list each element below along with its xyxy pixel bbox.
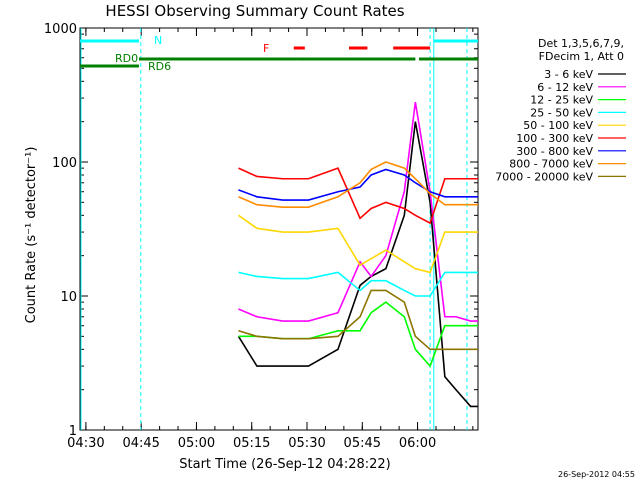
state-label-f: F bbox=[263, 42, 269, 55]
x-tick-label: 05:30 bbox=[288, 436, 325, 451]
y-tick-label: 10 bbox=[60, 290, 77, 305]
legend-label-0: 3 - 6 keV bbox=[544, 68, 593, 81]
series-line-1 bbox=[238, 101, 478, 322]
legend-label-2: 12 - 25 keV bbox=[530, 94, 593, 107]
legend-label-1: 6 - 12 keV bbox=[537, 81, 593, 94]
x-tick-label: 05:15 bbox=[233, 436, 270, 451]
series-line-5 bbox=[238, 167, 478, 225]
state-label-rd6: RD6 bbox=[148, 60, 171, 73]
legend-header-2: FDecim 1, Att 0 bbox=[539, 50, 624, 63]
legend-header-1: Det 1,3,5,6,7,9, bbox=[538, 37, 624, 50]
series-line-0 bbox=[237, 121, 478, 408]
plot-frame bbox=[79, 27, 479, 431]
state-label-n: N bbox=[154, 34, 162, 47]
x-tick-label: 05:00 bbox=[178, 436, 215, 451]
plot-layer: 1 10 100 1000 04:30 04:45 05:00 05:15 05:30 05:45… bbox=[44, 22, 626, 451]
legend-label-6: 300 - 800 keV bbox=[516, 145, 593, 158]
series-line-4 bbox=[238, 214, 478, 274]
y-tick-label: 1000 bbox=[44, 22, 77, 37]
y-tick-label: 100 bbox=[52, 156, 77, 171]
legend-label-3: 25 - 50 keV bbox=[530, 106, 593, 119]
state-label-rd0: RD0 bbox=[115, 52, 138, 65]
series-line-3 bbox=[238, 271, 478, 297]
y-axis-label: Count Rate (s⁻¹ detector⁻¹) bbox=[24, 147, 39, 324]
x-tick-label: 05:45 bbox=[344, 436, 381, 451]
chart-title: HESSI Observing Summary Count Rates bbox=[105, 2, 404, 20]
y-tick-label: 1 bbox=[69, 424, 77, 439]
x-tick-label: 04:30 bbox=[67, 436, 104, 451]
footer-date: 26-Sep-2012 04:55 bbox=[558, 470, 635, 479]
legend-label-7: 800 - 7000 keV bbox=[509, 158, 593, 171]
x-tick-label: 06:00 bbox=[399, 436, 436, 451]
series-line-6 bbox=[238, 168, 478, 201]
series-line-7 bbox=[238, 161, 478, 208]
legend-label-5: 100 - 300 keV bbox=[516, 132, 593, 145]
legend-label-4: 50 - 100 keV bbox=[523, 119, 593, 132]
series-line-8 bbox=[238, 289, 478, 351]
legend-label-8: 7000 - 20000 keV bbox=[495, 170, 593, 183]
x-tick-label: 04:45 bbox=[122, 436, 159, 451]
x-axis-label: Start Time (26-Sep-12 04:28:22) bbox=[179, 457, 390, 472]
